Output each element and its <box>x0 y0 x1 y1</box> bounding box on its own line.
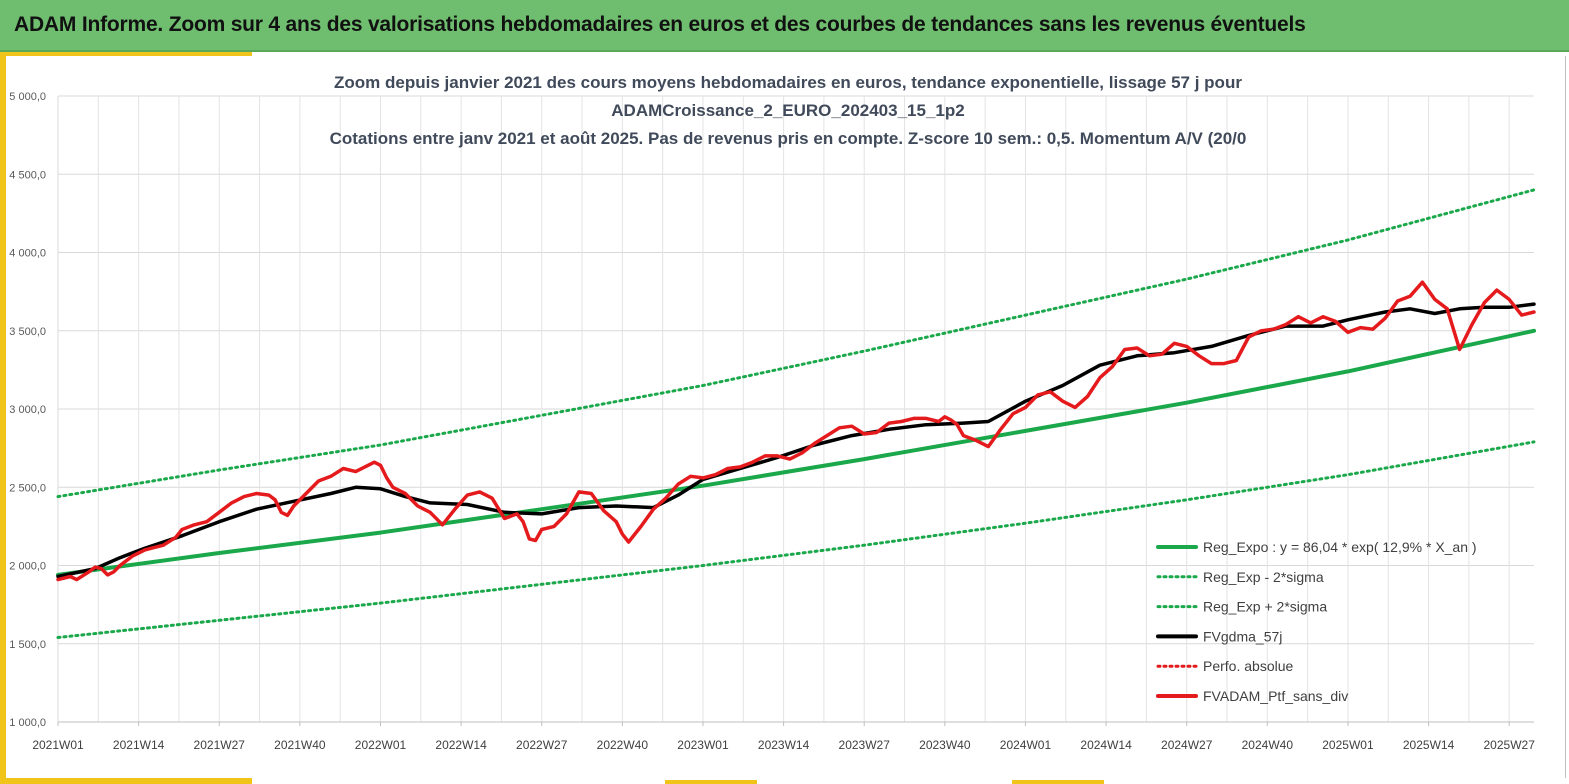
y-tick-label: 1 500,0 <box>9 639 46 651</box>
x-tick-label: 2023W27 <box>839 738 891 752</box>
x-tick-label: 2021W01 <box>32 738 84 752</box>
x-tick-label: 2023W40 <box>919 738 971 752</box>
y-tick-label: 4 500,0 <box>9 169 46 181</box>
legend-label: Reg_Exp + 2*sigma <box>1203 599 1327 615</box>
accent-bar-bottom-mid <box>665 780 757 784</box>
accent-bar-bottom-right <box>1012 780 1104 784</box>
chart-frame <box>6 56 1566 778</box>
x-tick-label: 2022W14 <box>435 738 487 752</box>
y-tick-label: 3 000,0 <box>9 404 46 416</box>
x-tick-label: 2024W14 <box>1080 738 1132 752</box>
accent-bar-left <box>0 52 6 784</box>
x-tick-label: 2025W27 <box>1484 738 1536 752</box>
accent-bar-bottom <box>0 778 252 784</box>
x-tick-label: 2025W14 <box>1403 738 1455 752</box>
series-line-1 <box>56 440 1536 639</box>
header-banner: ADAM Informe. Zoom sur 4 ans des valoris… <box>0 0 1569 52</box>
legend-label: FVADAM_Ptf_sans_div <box>1203 688 1348 704</box>
x-axis: 2021W01 2021W14 2021W27 2021W40 2022W01 2022W… <box>32 722 1535 752</box>
x-tick-label: 2023W01 <box>677 738 729 752</box>
page-title: ADAM Informe. Zoom sur 4 ans des valoris… <box>14 13 1306 36</box>
y-tick-label: 1 000,0 <box>9 717 46 729</box>
chart-title-line: Zoom depuis janvier 2021 des cours moyen… <box>334 73 1242 92</box>
x-tick-label: 2022W27 <box>516 738 568 752</box>
series-line-3 <box>56 302 1536 579</box>
x-tick-label: 2025W01 <box>1322 738 1374 752</box>
legend-label: Perfo. absolue <box>1203 658 1293 674</box>
y-tick-label: 5 000,0 <box>9 91 46 103</box>
legend: Reg_Expo : y = 86,04 * exp( 12,9% * X_an… <box>1156 539 1477 704</box>
chart-title-line: ADAMCroissance_2_EURO_202403_15_1p2 <box>611 101 964 120</box>
series-line-2 <box>56 188 1536 499</box>
plot-area <box>56 188 1536 639</box>
gridlines <box>57 95 1534 723</box>
x-tick-label: 2021W27 <box>194 738 246 752</box>
x-tick-label: 2022W40 <box>597 738 649 752</box>
series-line-5 <box>56 280 1536 582</box>
y-tick-label: 2 500,0 <box>9 482 46 494</box>
legend-label: Reg_Expo : y = 86,04 * exp( 12,9% * X_an… <box>1203 539 1477 555</box>
y-tick-label: 3 500,0 <box>9 326 46 338</box>
x-tick-label: 2022W01 <box>355 738 407 752</box>
x-tick-label: 2021W14 <box>113 738 165 752</box>
y-axis: 1 000,0 1 500,0 2 000,0 2 500,0 3 000,0 3 500… <box>9 91 46 729</box>
y-tick-label: 4 000,0 <box>9 248 46 260</box>
legend-label: FVgdma_57j <box>1203 628 1282 644</box>
x-tick-label: 2024W40 <box>1242 738 1294 752</box>
series-line-0 <box>56 328 1536 577</box>
x-tick-label: 2024W27 <box>1161 738 1213 752</box>
chart-title-line: Cotations entre janv 2021 et août 2025. … <box>330 129 1247 148</box>
y-tick-label: 2 000,0 <box>9 561 46 573</box>
x-tick-label: 2024W01 <box>1000 738 1052 752</box>
x-tick-label: 2023W14 <box>758 738 810 752</box>
chart-title: Zoom depuis janvier 2021 des cours moyen… <box>330 73 1247 148</box>
x-tick-label: 2021W40 <box>274 738 326 752</box>
accent-bar-top <box>0 52 252 56</box>
legend-label: Reg_Exp - 2*sigma <box>1203 569 1324 585</box>
